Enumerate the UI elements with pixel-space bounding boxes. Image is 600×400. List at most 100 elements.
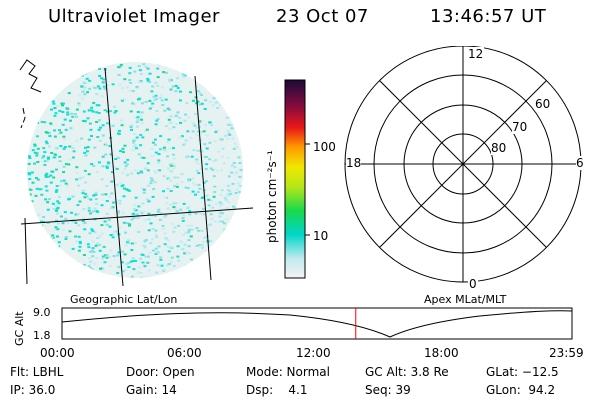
emission-speckle <box>28 242 32 245</box>
emission-speckle <box>153 143 157 146</box>
emission-speckle <box>207 73 211 76</box>
emission-speckle <box>44 198 48 201</box>
emission-speckle <box>97 243 101 246</box>
emission-speckle <box>109 234 113 236</box>
emission-speckle <box>93 207 97 210</box>
emission-speckle <box>140 212 144 215</box>
emission-speckle <box>95 121 99 123</box>
emission-speckle <box>171 85 175 88</box>
emission-speckle <box>154 151 158 154</box>
mlt-label-0: 0 <box>468 277 478 291</box>
emission-speckle <box>130 172 134 175</box>
emission-speckle <box>199 94 203 96</box>
date-label: 23 Oct 07 <box>276 6 369 27</box>
emission-speckle <box>43 271 47 274</box>
emission-speckle <box>166 141 169 144</box>
emission-speckle <box>131 259 135 262</box>
emission-speckle <box>168 147 172 150</box>
emission-speckle <box>228 78 232 81</box>
emission-speckle <box>140 102 144 105</box>
emission-speckle <box>116 254 120 257</box>
emission-speckle <box>158 169 162 172</box>
emission-speckle <box>53 228 57 231</box>
emission-speckle <box>28 245 32 248</box>
emission-speckle <box>229 67 233 70</box>
emission-speckle <box>169 260 173 263</box>
emission-speckle <box>186 130 190 133</box>
emission-speckle <box>62 171 66 174</box>
time-label: 13:46:57 UT <box>430 6 547 27</box>
emission-speckle <box>138 258 142 261</box>
emission-speckle <box>173 226 177 229</box>
emission-speckle <box>196 100 200 103</box>
emission-speckle <box>204 99 208 102</box>
emission-speckle <box>40 193 44 196</box>
emission-speckle <box>157 245 161 248</box>
emission-speckle <box>187 69 191 72</box>
emission-speckle <box>219 194 222 197</box>
emission-speckle <box>95 202 98 205</box>
emission-speckle <box>214 272 218 274</box>
emission-speckle <box>195 158 199 161</box>
emission-speckle <box>64 128 68 131</box>
emission-speckle <box>63 146 67 148</box>
emission-speckle <box>143 219 147 222</box>
emission-speckle <box>91 229 95 232</box>
emission-speckle <box>215 81 219 83</box>
emission-speckle <box>231 69 235 72</box>
emission-speckle <box>135 125 139 128</box>
emission-speckle <box>136 217 140 220</box>
emission-speckle <box>218 239 222 242</box>
emission-speckle <box>28 173 32 176</box>
emission-speckle <box>48 135 52 137</box>
emission-speckle <box>185 232 189 234</box>
emission-speckle <box>170 222 174 225</box>
emission-speckle <box>85 150 89 153</box>
emission-speckle <box>38 107 42 110</box>
emission-speckle <box>97 273 101 275</box>
emission-speckle <box>27 162 31 165</box>
emission-speckle <box>108 110 112 113</box>
emission-speckle <box>214 263 218 266</box>
timeline-y-label: GC Alt <box>13 311 26 346</box>
emission-speckle <box>190 258 193 261</box>
emission-speckle <box>88 68 92 71</box>
emission-speckle <box>148 72 152 75</box>
emission-speckle <box>126 241 130 244</box>
emission-speckle <box>75 108 79 111</box>
emission-speckle <box>187 206 191 208</box>
emission-speckle <box>219 138 223 141</box>
emission-speckle <box>196 149 200 152</box>
emission-speckle <box>210 72 214 75</box>
emission-speckle <box>35 230 39 232</box>
emission-speckle <box>203 236 207 239</box>
emission-speckle <box>34 224 38 227</box>
emission-speckle <box>79 69 83 72</box>
emission-speckle <box>234 88 238 91</box>
emission-speckle <box>165 264 169 267</box>
emission-speckle <box>227 175 231 178</box>
emission-speckle <box>134 116 137 119</box>
emission-speckle <box>46 222 50 224</box>
emission-speckle <box>167 63 171 66</box>
emission-speckle <box>162 190 165 193</box>
emission-speckle <box>101 155 105 158</box>
emission-speckle <box>105 185 109 188</box>
emission-speckle <box>130 218 134 221</box>
emission-speckle <box>194 193 197 196</box>
emission-speckle <box>126 262 130 265</box>
emission-speckle <box>194 85 198 88</box>
emission-speckle <box>151 102 155 105</box>
emission-speckle <box>36 147 40 150</box>
emission-speckle <box>51 202 55 205</box>
emission-speckle <box>58 160 62 163</box>
emission-speckle <box>92 101 96 104</box>
emission-speckle <box>38 188 42 191</box>
emission-speckle <box>172 202 176 205</box>
emission-speckle <box>141 261 145 264</box>
emission-speckle <box>128 66 132 69</box>
emission-speckle <box>54 266 58 269</box>
gc-alt-status: GC Alt: 3.8 Re <box>365 365 449 379</box>
emission-speckle <box>240 245 243 248</box>
emission-speckle <box>150 105 154 108</box>
